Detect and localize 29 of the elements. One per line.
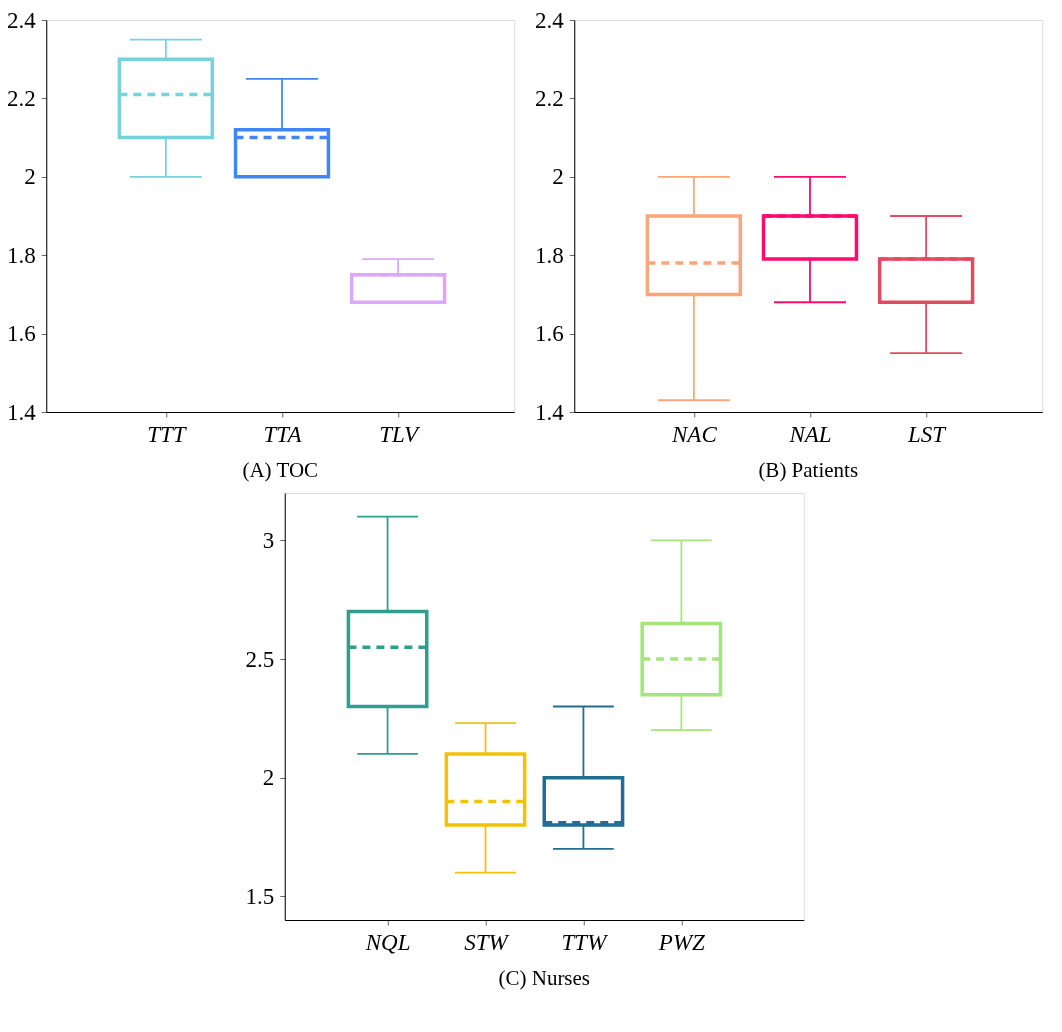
x-tick-label: NAL xyxy=(788,421,832,447)
x-tick-label: LST xyxy=(907,421,948,447)
y-tick-label: 1.6 xyxy=(7,321,36,347)
x-tick-label: NAC xyxy=(671,421,718,447)
y-tick-label: 2.4 xyxy=(535,7,565,33)
y-tick-label: 1.8 xyxy=(7,242,36,268)
text: (C) Nurses xyxy=(498,966,591,990)
x-tick-label: TTA xyxy=(263,421,303,447)
x-tick-label: TTW xyxy=(561,929,609,955)
y-tick-label: 1.5 xyxy=(245,883,275,909)
y-tick-label: 1.4 xyxy=(7,399,37,425)
x-tick-label: PWZ xyxy=(657,929,706,955)
y-tick-label: 2.5 xyxy=(245,646,275,672)
y-tick-label: 2.4 xyxy=(7,7,37,33)
y-tick-label: 2 xyxy=(262,765,275,791)
text: (A) TOC xyxy=(242,458,319,482)
x-tick-label: TTT xyxy=(147,421,188,447)
y-tick-label: 2.2 xyxy=(7,85,36,111)
x-tick-label: TLV xyxy=(379,421,421,447)
x-tick-label: STW xyxy=(464,929,510,955)
x-tick-label: NQL xyxy=(364,929,411,955)
y-tick-label: 2 xyxy=(552,164,564,190)
y-tick-label: 1.4 xyxy=(535,399,565,425)
y-tick-label: 3 xyxy=(262,527,275,553)
y-tick-label: 1.6 xyxy=(535,321,564,347)
y-tick-label: 2 xyxy=(24,164,36,190)
y-tick-label: 2.2 xyxy=(535,85,564,111)
y-tick-label: 1.8 xyxy=(535,242,564,268)
text: (B) Patients xyxy=(758,458,859,482)
